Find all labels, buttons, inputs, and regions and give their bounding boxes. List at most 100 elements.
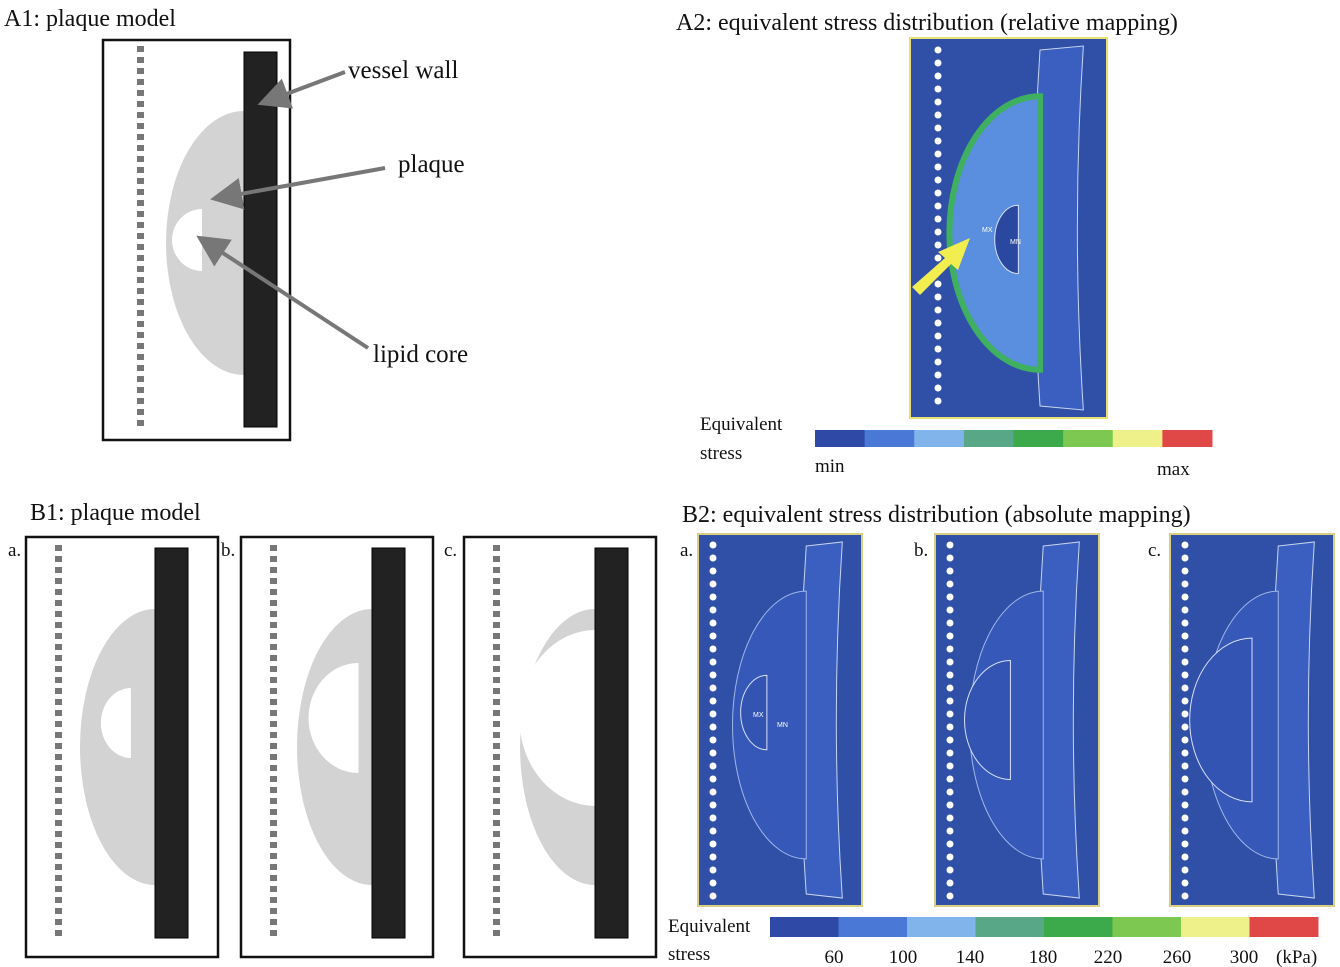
lumen-mark — [493, 864, 500, 870]
lumen-dot — [710, 633, 717, 640]
lumen-dot — [947, 685, 954, 692]
lumen-dot — [1182, 867, 1189, 874]
lumen-mark — [493, 578, 500, 584]
lumen-dot — [947, 607, 954, 614]
lumen-dot — [935, 229, 942, 236]
lumen-mark — [55, 721, 62, 727]
lumen-mark — [270, 919, 277, 925]
lumen-mark — [137, 167, 144, 173]
lumen-dot — [935, 203, 942, 210]
lumen-dot — [947, 711, 954, 718]
subpanel-label: c. — [1148, 540, 1161, 561]
colorbar-segment — [1181, 917, 1250, 937]
lumen-dot — [1182, 789, 1189, 796]
lumen-mark — [137, 79, 144, 85]
lumen-mark — [55, 633, 62, 639]
lumen-mark — [493, 567, 500, 573]
lumen-dot — [1182, 646, 1189, 653]
lumen-mark — [137, 101, 144, 107]
colorbar-segment — [1250, 917, 1319, 937]
lumen-mark — [137, 343, 144, 349]
lumen-mark — [137, 233, 144, 239]
lumen-dot — [935, 294, 942, 301]
lumen-dot — [947, 737, 954, 744]
lumen-dot — [935, 138, 942, 145]
vessel-wall — [372, 548, 405, 938]
lumen-mark — [137, 90, 144, 96]
lumen-mark — [493, 677, 500, 683]
lumen-mark — [270, 765, 277, 771]
vessel-wall — [244, 52, 277, 427]
colorbar-segment — [770, 917, 839, 937]
lumen-mark — [55, 875, 62, 881]
lumen-dot — [710, 750, 717, 757]
lumen-dot — [1182, 620, 1189, 627]
lumen-mark — [493, 776, 500, 782]
tick-label: 300 — [1230, 947, 1259, 967]
lumen-mark — [55, 545, 62, 551]
lumen-dot — [1182, 737, 1189, 744]
lumen-mark — [55, 853, 62, 859]
lumen-mark — [137, 277, 144, 283]
lumen-mark — [270, 875, 277, 881]
lumen-dot — [710, 711, 717, 718]
subpanel-label: a. — [680, 540, 693, 561]
lumen-mark — [137, 299, 144, 305]
lumen-dot — [947, 789, 954, 796]
lumen-mark — [493, 633, 500, 639]
lumen-mark — [493, 908, 500, 914]
lumen-mark — [137, 266, 144, 272]
lumen-dot — [710, 646, 717, 653]
legend-title: Equivalent — [700, 414, 783, 435]
lumen-dot — [947, 893, 954, 900]
lumen-mark — [493, 820, 500, 826]
lumen-mark — [137, 189, 144, 195]
panel-title: B2: equivalent stress distribution (abso… — [682, 502, 1191, 528]
lumen-dot — [947, 724, 954, 731]
label: plaque — [398, 151, 465, 178]
lumen-mark — [493, 545, 500, 551]
lumen-mark — [55, 908, 62, 914]
lumen-dot — [947, 568, 954, 575]
lumen-dot — [1182, 828, 1189, 835]
lumen-dot — [1182, 841, 1189, 848]
lumen-mark — [493, 798, 500, 804]
lumen-mark — [270, 545, 277, 551]
colorbar-segment — [1113, 917, 1182, 937]
lumen-dot — [935, 47, 942, 54]
lumen-mark — [55, 754, 62, 760]
lumen-mark — [493, 622, 500, 628]
lumen-mark — [55, 644, 62, 650]
lumen-mark — [493, 611, 500, 617]
lumen-mark — [55, 743, 62, 749]
colorbar-segment — [865, 430, 915, 447]
lumen-mark — [270, 754, 277, 760]
colorbar-segment — [914, 430, 964, 447]
lumen-mark — [270, 864, 277, 870]
subpanel-label: b. — [914, 540, 928, 561]
lumen-mark — [493, 809, 500, 815]
marker-label: MX — [753, 712, 764, 719]
lumen-dot — [710, 893, 717, 900]
lumen-dot — [1182, 555, 1189, 562]
lumen-mark — [55, 666, 62, 672]
lumen-mark — [137, 354, 144, 360]
lumen-dot — [947, 802, 954, 809]
lumen-mark — [55, 787, 62, 793]
lumen-dot — [1182, 802, 1189, 809]
lumen-mark — [270, 743, 277, 749]
tick-label: 180 — [1029, 947, 1058, 967]
lumen-mark — [55, 611, 62, 617]
tick-label: 140 — [956, 947, 985, 967]
legend-title: stress — [700, 443, 742, 464]
lumen-dot — [935, 151, 942, 158]
lumen-dot — [947, 854, 954, 861]
lumen-mark — [270, 820, 277, 826]
lumen-dot — [947, 620, 954, 627]
lumen-dot — [710, 607, 717, 614]
unit-label: (kPa) — [1276, 947, 1317, 967]
lumen-mark — [493, 787, 500, 793]
colorbar-segment — [1113, 430, 1163, 447]
lumen-mark — [137, 178, 144, 184]
lumen-mark — [270, 633, 277, 639]
